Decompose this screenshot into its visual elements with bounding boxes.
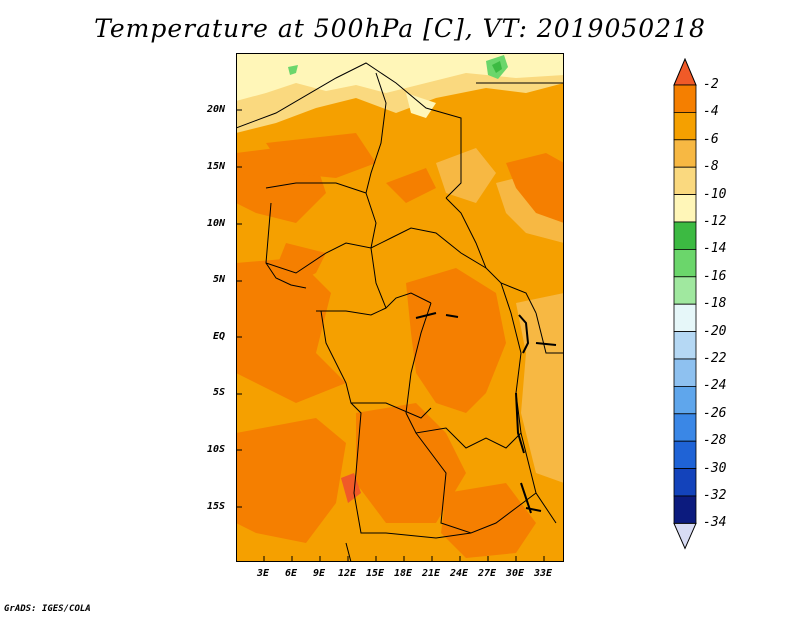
map-border	[236, 53, 564, 562]
colorbar-label: -8	[703, 159, 719, 175]
lat-label-5n: 5N	[213, 274, 226, 285]
colorbar-label: -2	[703, 77, 719, 92]
field-warm-cameroon	[276, 243, 326, 283]
colorbar-label: -10	[703, 186, 727, 202]
lat-label-5s: 5S	[213, 387, 226, 398]
lon-label-33e: 33E	[534, 568, 553, 579]
colorbar-segment	[673, 440, 697, 470]
colorbar-segment	[673, 358, 697, 387]
country-borders	[235, 62, 564, 563]
colorbar-label: -18	[703, 296, 727, 312]
lat-label-10s: 10S	[207, 444, 226, 455]
colorbar-label: -34	[703, 515, 727, 531]
lakes	[415, 312, 557, 514]
colorbar-label: -6	[703, 131, 719, 147]
colorbar-segment	[673, 331, 697, 360]
colorbar-segment	[673, 468, 697, 497]
lon-label-24e: 24E	[450, 568, 469, 579]
field-light-ne	[436, 148, 496, 203]
colorbar-label: -28	[703, 433, 727, 449]
colorbar-segment	[673, 385, 697, 415]
colorbar-segment	[673, 495, 697, 524]
colorbar-segment	[673, 413, 697, 442]
lon-label-21e: 21E	[422, 568, 441, 579]
colorbar-segment	[673, 303, 697, 332]
colorbar-top-arrow	[673, 58, 697, 86]
colorbar-label: -30	[703, 460, 727, 476]
colorbar-segment	[673, 84, 697, 113]
colorbar-label: -16	[703, 268, 727, 284]
colorbar-segment	[673, 194, 697, 223]
colorbar-label: -20	[703, 323, 727, 339]
field-cooler-north	[236, 53, 564, 101]
colorbar-label: -14	[703, 241, 727, 257]
colorbar-bottom-arrow	[673, 522, 697, 550]
lon-label-12e: 12E	[338, 568, 357, 579]
colorbar-segment	[673, 112, 697, 141]
grads-credit: GrADS: IGES/COLA	[4, 604, 91, 614]
lat-label-20n: 20N	[207, 104, 226, 115]
field-green-patch-3	[492, 61, 502, 73]
field-warm-nc	[386, 168, 436, 203]
chart-title: Temperature at 500hPa [C], VT: 201905021…	[94, 14, 706, 43]
lon-label-3e: 3E	[257, 568, 270, 579]
map-panel	[235, 53, 564, 563]
colorbar-label: -32	[703, 488, 727, 503]
colorbar-segment	[673, 139, 697, 168]
temperature-map	[235, 53, 564, 563]
field-hot-spot	[341, 473, 361, 503]
field-warm-west	[236, 258, 346, 403]
lon-label-27e: 27E	[478, 568, 497, 579]
lon-label-15e: 15E	[366, 568, 385, 579]
field-warm-sw	[236, 418, 346, 543]
lat-label-15n: 15N	[207, 161, 226, 172]
lon-label-9e: 9E	[313, 568, 326, 579]
colorbar-label: -26	[703, 405, 727, 421]
colorbar-label: -24	[703, 378, 727, 394]
colorbar-segment	[673, 276, 697, 305]
field-warm-ne	[506, 153, 564, 223]
colorbar-label: -12	[703, 214, 727, 229]
field-green-patch-1	[288, 65, 298, 75]
colorbar-label: -4	[703, 104, 719, 120]
lon-label-30e: 30E	[506, 568, 525, 579]
colorbar	[673, 58, 697, 550]
lon-label-6e: 6E	[285, 568, 298, 579]
lon-label-18e: 18E	[394, 568, 413, 579]
colorbar-label: -22	[703, 351, 727, 366]
lat-label-eq: EQ	[213, 331, 226, 342]
field-warm-se	[441, 483, 536, 558]
colorbar-segment	[673, 248, 697, 278]
lat-label-10n: 10N	[207, 218, 226, 229]
colorbar-segment	[673, 221, 697, 250]
field-cool-patch	[406, 93, 436, 118]
field-warm-south	[356, 403, 466, 523]
lat-label-15s: 15S	[207, 501, 226, 512]
field-warm-n	[266, 133, 376, 178]
colorbar-segment	[673, 166, 697, 195]
